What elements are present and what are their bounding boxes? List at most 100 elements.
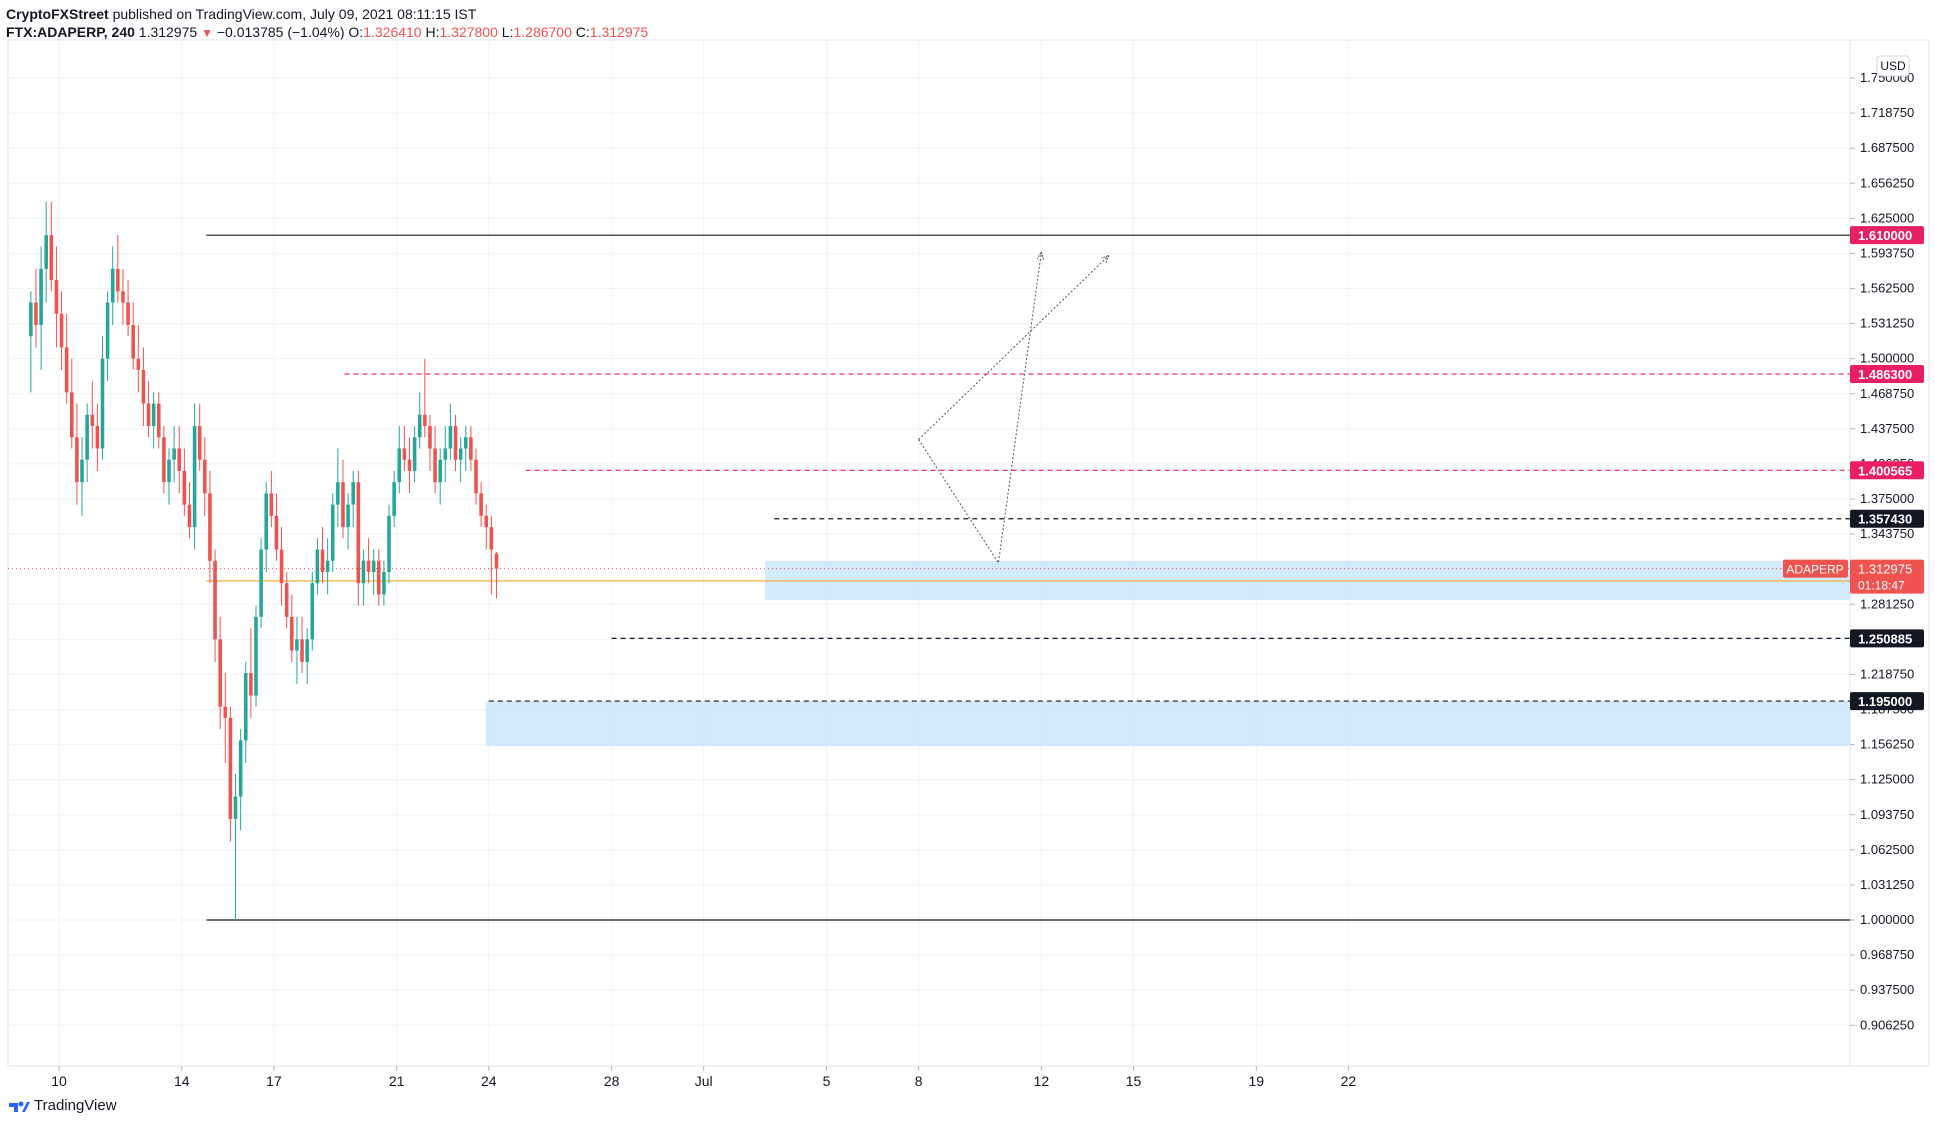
candle-down[interactable] [453,426,458,460]
author-name[interactable]: CryptoFXStreet [6,6,109,22]
candle-down[interactable] [141,369,146,404]
candle-down[interactable] [116,268,120,292]
candle-down[interactable] [197,426,202,460]
candle-down[interactable] [223,706,228,718]
candle-down[interactable] [366,560,371,572]
candle-up[interactable] [371,560,376,572]
level-tag[interactable] [1850,461,1924,480]
candle-down[interactable] [402,448,407,460]
support-zone[interactable] [485,701,1851,746]
candle-up[interactable] [361,560,366,584]
candle-down[interactable] [126,302,130,325]
level-tag[interactable] [1850,692,1924,711]
candle-down[interactable] [162,437,166,483]
candle-up[interactable] [310,583,315,640]
candle-down[interactable] [218,639,222,707]
candle-up[interactable] [238,740,243,797]
projection-path[interactable] [918,255,1110,440]
candle-up[interactable] [458,448,463,460]
candle-up[interactable] [243,673,248,741]
tradingview-logo[interactable]: TradingView [8,1097,117,1114]
candle-down[interactable] [121,291,125,303]
candle-down[interactable] [377,560,381,595]
candle-down[interactable] [494,553,499,569]
candle-up[interactable] [44,235,48,269]
candle-up[interactable] [336,482,340,505]
candle-down[interactable] [187,504,192,528]
candle-down[interactable] [146,403,151,427]
projection-path[interactable] [918,251,1042,565]
candle-down[interactable] [70,392,74,438]
candle-up[interactable] [417,414,422,438]
candle-down[interactable] [274,515,279,550]
candle-down[interactable] [284,583,289,617]
candle-up[interactable] [39,268,43,325]
candle-up[interactable] [259,549,263,617]
candle-down[interactable] [54,280,59,314]
candle-up[interactable] [264,493,269,550]
candle-down[interactable] [290,616,294,651]
candle-up[interactable] [351,482,355,505]
candle-down[interactable] [156,403,161,438]
candle-up[interactable] [382,571,386,595]
candle-down[interactable] [177,448,182,471]
candle-up[interactable] [167,459,171,483]
candle-up[interactable] [392,482,396,516]
candle-up[interactable] [330,504,335,561]
symbol-label[interactable]: FTX:ADAPERP, 240 [6,24,135,40]
candle-down[interactable] [279,549,284,584]
level-tag[interactable] [1850,365,1924,384]
candle-up[interactable] [233,796,238,819]
candle-up[interactable] [29,302,33,337]
candle-down[interactable] [59,313,64,348]
candle-down[interactable] [407,459,412,471]
candle-up[interactable] [151,403,156,427]
candle-up[interactable] [397,448,402,483]
candle-up[interactable] [305,639,309,662]
candle-down[interactable] [75,437,79,483]
candle-down[interactable] [479,493,483,516]
candle-up[interactable] [254,616,258,696]
currency-badge[interactable] [1876,55,1910,77]
candle-up[interactable] [346,504,350,528]
candle-down[interactable] [433,448,437,483]
candle-down[interactable] [228,717,233,819]
candle-down[interactable] [213,560,217,640]
candle-down[interactable] [423,414,427,427]
candle-down[interactable] [356,482,361,584]
candle-down[interactable] [489,527,494,550]
symbol-tag[interactable] [1783,559,1848,578]
candle-up[interactable] [315,549,320,584]
candle-down[interactable] [182,470,187,505]
candle-up[interactable] [412,437,417,471]
candle-down[interactable] [131,324,135,359]
level-tag[interactable] [1850,509,1924,528]
candle-down[interactable] [136,358,141,370]
candle-down[interactable] [341,482,345,528]
candle-down[interactable] [320,549,325,572]
price-axis[interactable] [1849,39,1930,1067]
candle-up[interactable] [85,414,89,460]
candle-up[interactable] [192,426,197,528]
candle-down[interactable] [203,459,207,494]
candle-down[interactable] [208,493,212,561]
candle-up[interactable] [100,358,105,449]
candle-down[interactable] [300,639,304,662]
candle-up[interactable] [443,448,448,460]
price-tag[interactable] [1850,559,1924,594]
candle-down[interactable] [484,515,489,528]
candle-down[interactable] [428,426,432,449]
candle-down[interactable] [95,426,100,449]
candle-down[interactable] [474,459,478,494]
candle-up[interactable] [448,426,453,449]
candle-up[interactable] [295,639,299,651]
candle-up[interactable] [463,437,468,449]
candle-up[interactable] [80,459,84,483]
level-tag[interactable] [1850,226,1924,245]
candle-down[interactable] [49,235,54,281]
candle-up[interactable] [172,448,176,460]
candle-down[interactable] [64,347,69,393]
candle-up[interactable] [110,268,115,303]
candle-down[interactable] [249,673,253,696]
